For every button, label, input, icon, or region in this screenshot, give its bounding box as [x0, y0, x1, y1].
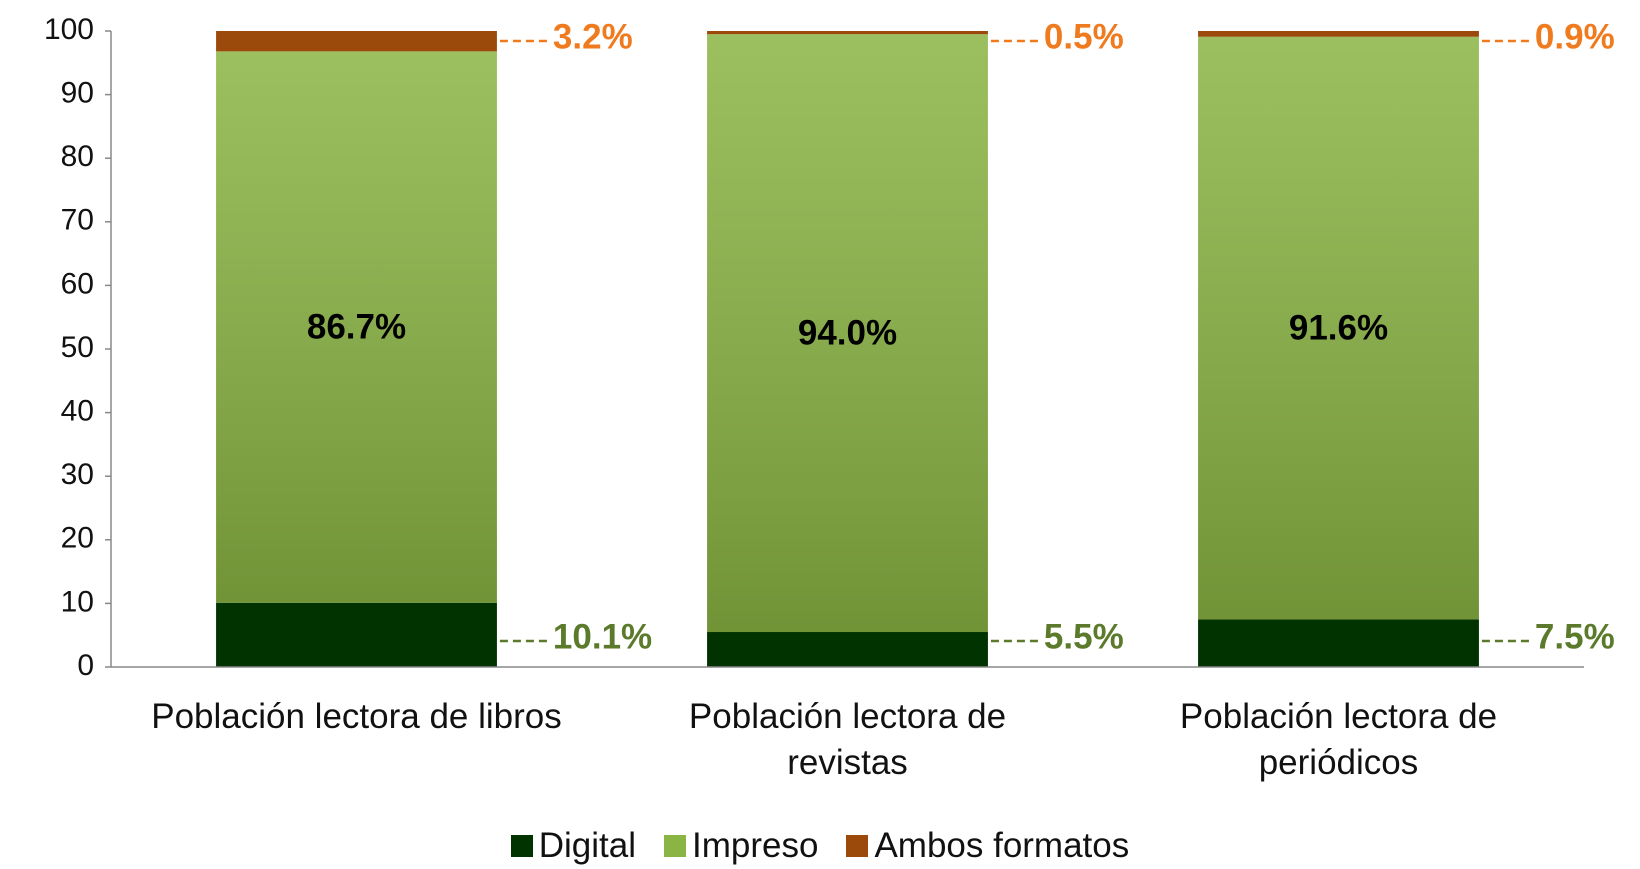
y-tick-label: 10: [61, 585, 94, 618]
y-tick-label: 50: [61, 331, 94, 364]
bar-segment: [216, 31, 497, 52]
y-tick-label: 80: [61, 140, 94, 173]
legend-swatch: [664, 835, 686, 857]
bar-segment: [1198, 619, 1479, 667]
data-label: 3.2%: [553, 17, 633, 56]
legend-label: Digital: [538, 826, 636, 865]
y-tick-label: 30: [61, 458, 94, 491]
legend-label: Ambos formatos: [874, 826, 1130, 865]
bar-segment: [216, 602, 497, 667]
data-label: 86.7%: [307, 307, 406, 346]
bar-shade: [216, 51, 497, 603]
y-tick-label: 60: [61, 267, 94, 300]
data-label: 0.5%: [1044, 17, 1124, 56]
y-tick-label: 40: [61, 395, 94, 428]
x-tick-label: Población lectora de periódicos: [1179, 697, 1498, 782]
y-tick-label: 0: [77, 649, 94, 682]
data-label: 0.9%: [1535, 17, 1615, 56]
y-tick-label: 100: [44, 13, 94, 46]
data-label: 94.0%: [798, 313, 897, 352]
y-tick-label: 20: [61, 522, 94, 555]
y-tick-label: 70: [61, 204, 94, 237]
data-label: 5.5%: [1044, 617, 1124, 656]
bar-shade: [707, 34, 988, 633]
legend-item: Digital: [510, 826, 636, 866]
bar-segment: [707, 31, 988, 35]
legend-item: Ambos formatos: [846, 826, 1129, 866]
data-label: 7.5%: [1535, 617, 1615, 656]
y-tick-label: 90: [61, 77, 94, 110]
x-tick-label: Población lectora de libros: [151, 697, 562, 736]
x-tick-label: Población lectora de revistas: [688, 697, 1007, 782]
legend-label: Impreso: [692, 826, 819, 865]
bar-shade: [1198, 36, 1479, 620]
legend: Digital Impreso Ambos formatos: [0, 826, 1640, 866]
legend-swatch: [846, 835, 869, 857]
data-label: 91.6%: [1289, 308, 1388, 347]
bar-segment: [1198, 31, 1479, 37]
data-label: 10.1%: [553, 617, 652, 656]
bar-segment: [707, 632, 988, 667]
legend-swatch: [510, 835, 533, 857]
legend-item: Impreso: [664, 826, 818, 866]
